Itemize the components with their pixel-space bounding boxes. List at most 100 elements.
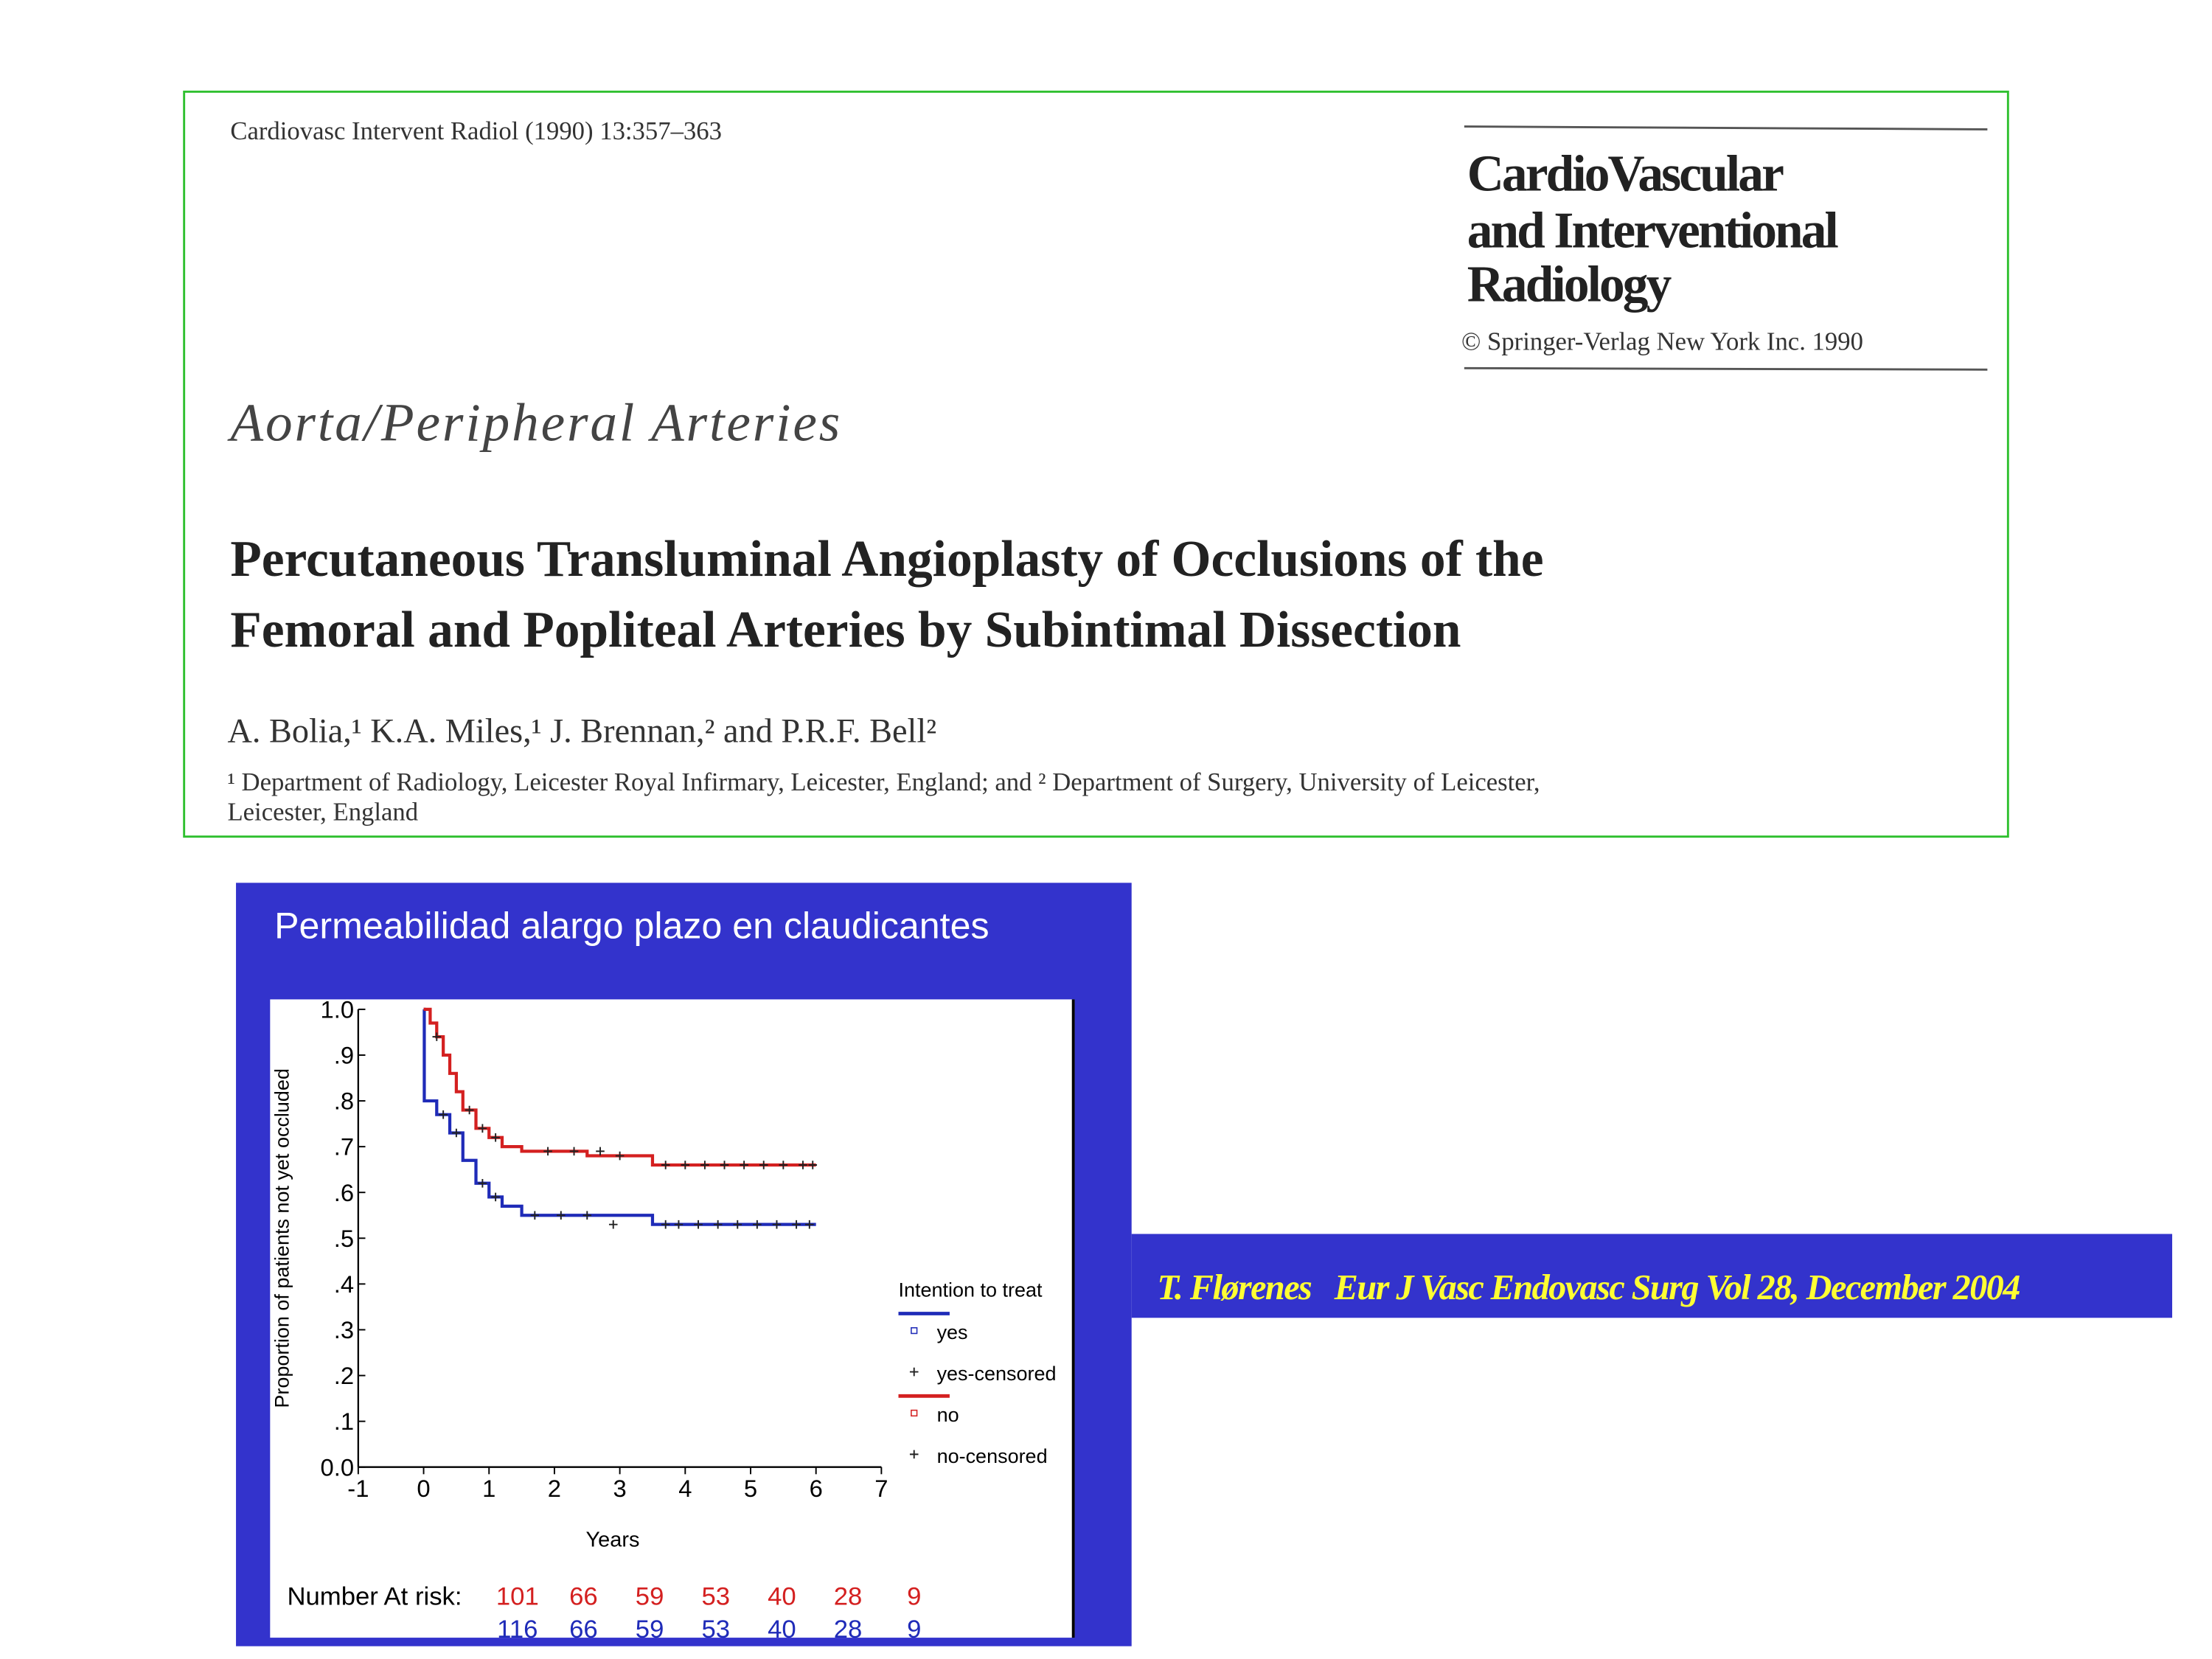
y-tick-label: .9 [334,1042,354,1069]
censor-mark [557,1211,566,1220]
censor-mark [478,1124,487,1133]
risk-count: 9 [907,1615,921,1644]
risk-count: 28 [834,1615,863,1644]
censor-mark [681,1161,690,1169]
y-axis-label: Proportion of patients not yet occluded [271,1068,293,1408]
censor-mark [615,1151,625,1161]
rule [1464,366,1988,371]
affiliation: Leicester, England [227,797,418,826]
authors: A. Bolia,¹ K.A. Miles,¹ J. Brennan,² and… [227,712,936,750]
slide-title: Permeabilidad alargo plazo en claudicant… [274,905,989,946]
section: Aorta/Peripheral Arteries [227,393,842,453]
risk-count: 40 [768,1583,796,1611]
risk-count: 53 [701,1615,730,1644]
risk-count: 101 [496,1583,539,1611]
censor-mark [772,1220,782,1229]
journal-name: CardioVascular [1467,145,1784,202]
x-tick-label: 6 [810,1475,823,1502]
copyright: © Springer-Verlag New York Inc. 1990 [1461,327,1863,355]
paper-title: Percutaneous Transluminal Angioplasty of… [230,531,1543,588]
censor-mark [596,1147,605,1156]
x-tick-label: 4 [678,1475,692,1502]
censor-mark [608,1220,618,1229]
legend-label: yes [937,1321,968,1343]
x-tick-label: 7 [874,1475,888,1502]
censor-mark [439,1110,448,1119]
legend-symbol [911,1409,918,1417]
survival-curve [422,1007,816,1226]
censor-mark [661,1161,670,1169]
x-tick-label: 5 [744,1475,757,1502]
censor-mark [478,1179,487,1188]
censor-mark [713,1220,723,1229]
risk-count: 66 [569,1583,598,1611]
censor-mark [465,1105,474,1115]
km-chart: 0.0 .1 .2 .3 .4 .5 .6 .7 .8 .9 1.0 -1 0 1 2 3 4 5 6 7 Years P… [271,995,1056,1644]
y-tick-label: .5 [334,1225,354,1252]
censor-mark [569,1147,579,1156]
censor-mark [779,1161,788,1169]
risk-count: 59 [636,1583,664,1611]
legend-symbol [911,1327,918,1335]
journal-name: and Interventional [1467,202,1839,259]
risk-count: 116 [497,1615,538,1644]
y-tick-label: .1 [334,1408,354,1435]
y-tick-label: .6 [334,1179,354,1206]
censor-mark [491,1133,500,1142]
censor-mark [530,1211,540,1220]
censor-mark [661,1220,670,1229]
x-axis-label: Years [586,1528,640,1552]
censor-mark [720,1161,729,1169]
censor-mark [740,1161,748,1169]
y-tick-label: .2 [334,1362,354,1389]
legend-title: Intention to treat [899,1279,1043,1301]
censor-mark [753,1220,762,1229]
censor-mark [808,1161,818,1169]
x-tick-label: 2 [548,1475,561,1502]
censor-mark [543,1147,552,1156]
legend-label: no-censored [937,1445,1048,1467]
reference: T. Flørenes Eur J Vasc Endovasc Surg Vol… [1157,1268,2020,1307]
legend-label: no [937,1404,959,1426]
x-tick-label: 0 [417,1475,430,1502]
journal-name: Radiology [1467,257,1672,313]
y-tick-label: .4 [334,1270,354,1298]
censor-mark [805,1220,814,1229]
plot-area [270,999,1075,1638]
legend-symbol [909,1367,919,1377]
y-tick-label: 0.0 [321,1453,355,1481]
censor-mark [674,1220,684,1229]
legend-symbol [909,1450,919,1459]
censor-mark [491,1192,500,1202]
censor-mark [792,1220,801,1229]
x-tick-label: 3 [613,1475,626,1502]
reference-bar [1131,1234,2173,1318]
y-tick-label: .8 [334,1088,354,1115]
risk-count: 9 [907,1583,921,1611]
censor-mark [694,1220,703,1229]
paper-title: Femoral and Popliteal Arteries by Subint… [230,602,1461,658]
censor-mark [432,1032,442,1041]
y-tick-label: .3 [334,1316,354,1343]
y-tick-label: .7 [334,1133,354,1161]
censor-mark [700,1161,709,1169]
risk-count: 40 [768,1615,796,1644]
x-tick-label: 1 [482,1475,495,1502]
y-tick-label: 1.0 [321,995,355,1023]
legend-label: yes-censored [937,1363,1057,1385]
censor-mark [733,1220,742,1229]
affiliation: ¹ Department of Radiology, Leicester Roy… [227,768,1540,796]
censor-mark [582,1211,592,1220]
risk-count: 59 [636,1615,664,1644]
risk-label: Number At risk: [287,1583,462,1611]
risk-count: 53 [701,1583,730,1611]
censor-mark [799,1161,807,1169]
censor-mark [759,1161,768,1169]
censor-mark [452,1128,461,1138]
x-tick-label: -1 [347,1475,369,1502]
risk-count: 28 [834,1583,863,1611]
citation: Cardiovasc Intervent Radiol (1990) 13:35… [230,116,722,145]
risk-count: 66 [569,1615,598,1644]
